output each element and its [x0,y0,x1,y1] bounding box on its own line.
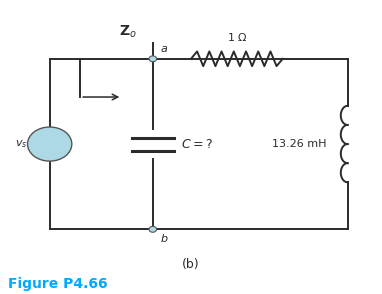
Text: 1 $\Omega$: 1 $\Omega$ [227,31,247,43]
Circle shape [149,56,157,62]
Text: $v_s$: $v_s$ [15,138,27,150]
Text: 13.26 mH: 13.26 mH [272,139,327,149]
Text: $C = ?$: $C = ?$ [181,138,213,151]
Text: b: b [160,234,168,244]
Text: (b): (b) [182,258,200,271]
Circle shape [149,226,157,232]
Text: a: a [160,44,167,54]
Text: −: − [45,144,54,154]
Text: Figure P4.66: Figure P4.66 [8,277,107,291]
Text: +: + [45,134,54,144]
Circle shape [28,127,72,161]
Text: $\mathbf{Z}_{\mathit{o}}$: $\mathbf{Z}_{\mathit{o}}$ [119,23,137,40]
